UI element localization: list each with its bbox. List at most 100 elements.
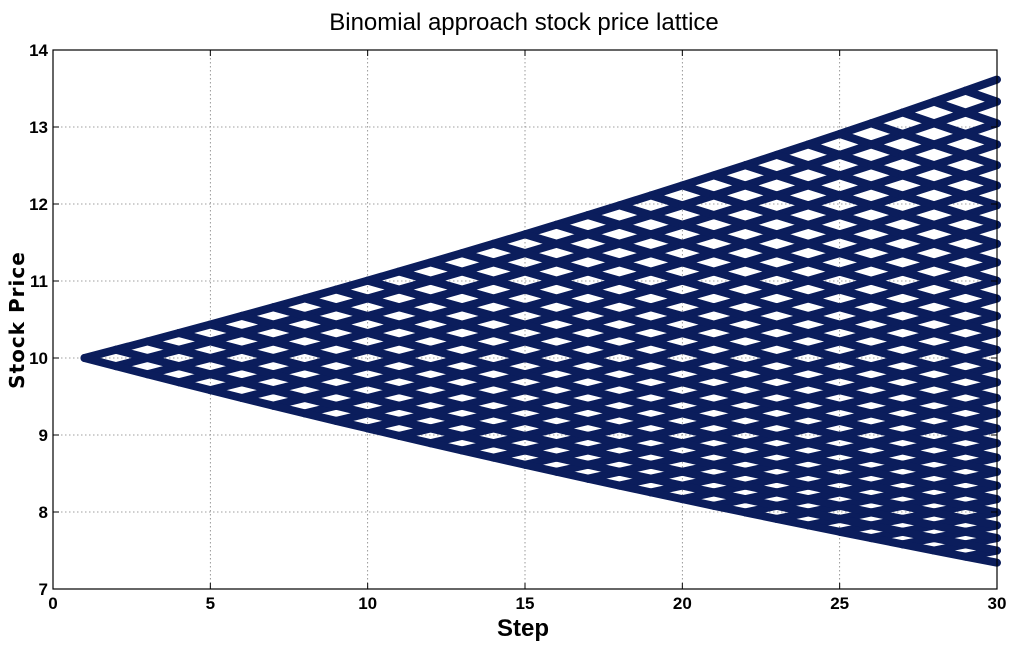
lattice-down-edge (930, 276, 970, 294)
lattice-down-edge (552, 378, 592, 395)
lattice-down-edge (458, 285, 498, 303)
lattice-down-edge (772, 171, 813, 190)
lattice-down-edge (552, 362, 592, 379)
lattice-down-edge (269, 401, 309, 418)
lattice-down-edge (300, 311, 341, 329)
lattice-down-edge (363, 362, 404, 379)
lattice-down-edge (646, 267, 687, 285)
lattice-down-edge (552, 394, 592, 410)
lattice-down-edge (741, 258, 781, 276)
lattice-down-edge (930, 201, 970, 220)
lattice-down-edge (930, 220, 970, 239)
lattice-down-edge (206, 320, 246, 338)
lattice-down-edge (709, 501, 750, 517)
lattice-down-edge (961, 417, 1001, 433)
x-tick-label: 25 (830, 594, 849, 613)
lattice-down-edge (835, 267, 876, 285)
lattice-down-edge (615, 467, 655, 483)
lattice-down-edge (741, 453, 781, 469)
lattice-down-edge (458, 320, 498, 338)
lattice-down-edge (646, 230, 687, 248)
lattice-down-edge (741, 467, 781, 483)
lattice-down-edge (521, 285, 561, 303)
lattice-down-edge (835, 129, 876, 149)
lattice-down-edge (583, 474, 624, 490)
lattice-down-edge (930, 140, 970, 159)
lattice-down-edge (835, 460, 876, 476)
axis-ticks: 0 5 10 15 20 25 30 7 8 9 10 11 12 13 14 (29, 41, 1006, 613)
lattice-down-edge (835, 514, 876, 530)
lattice-down-edge (898, 370, 939, 387)
lattice-down-edge (363, 378, 404, 395)
lattice-down-edge (930, 409, 970, 426)
lattice-lines (80, 75, 1001, 567)
lattice-down-edge (961, 386, 1001, 403)
lattice-down-edge (426, 378, 467, 395)
lattice-down-edge (772, 488, 813, 504)
lattice-down-edge (363, 393, 404, 410)
x-tick-label: 30 (988, 594, 1007, 613)
x-axis-label: Step (497, 615, 549, 642)
lattice-down-edge (363, 276, 404, 294)
lattice-down-edge (961, 337, 1001, 354)
lattice-down-edge (552, 329, 592, 346)
lattice-down-edge (804, 378, 844, 395)
lattice-down-edge (772, 386, 813, 403)
x-tick-label: 15 (516, 594, 535, 613)
lattice-down-edge (615, 311, 655, 329)
lattice-down-edge (709, 191, 750, 210)
lattice-down-edge (237, 362, 278, 379)
lattice-down-edge (930, 508, 970, 523)
lattice-down-edge (583, 303, 624, 320)
lattice-down-edge (930, 362, 970, 379)
lattice-down-edge (363, 409, 404, 425)
lattice-down-edge (583, 320, 624, 338)
lattice-down-edge (804, 181, 844, 200)
lattice-down-edge (709, 474, 750, 490)
lattice-down-edge (930, 97, 970, 117)
lattice-down-edge (678, 220, 718, 239)
lattice-down-edge (237, 393, 278, 410)
lattice-down-edge (174, 362, 215, 379)
lattice-down-edge (678, 439, 718, 455)
lattice-down-edge (237, 378, 278, 395)
lattice-down-edge (521, 460, 561, 476)
lattice-down-edge (867, 258, 907, 276)
lattice-down-edge (237, 311, 278, 329)
lattice-down-edge (835, 285, 876, 303)
lattice-down-edge (363, 294, 404, 312)
lattice-down-edge (835, 417, 876, 433)
lattice-down-edge (835, 431, 876, 448)
lattice-down-edge (646, 303, 687, 320)
lattice-down-edge (143, 354, 183, 371)
lattice-down-edge (521, 401, 561, 418)
lattice-down-edge (804, 312, 844, 329)
y-tick-label: 11 (30, 272, 48, 291)
lattice-down-edge (961, 514, 1001, 530)
lattice-down-edge (489, 329, 529, 346)
lattice-down-edge (646, 370, 687, 387)
lattice-down-edge (363, 424, 404, 440)
lattice-down-edge (835, 249, 876, 267)
lattice-down-edge (678, 378, 718, 395)
lattice-down-edge (741, 181, 781, 200)
lattice-down-edge (898, 386, 939, 403)
lattice-down-edge (678, 311, 718, 329)
lattice-down-edge (646, 191, 687, 210)
lattice-down-edge (458, 249, 498, 267)
lattice-down-edge (867, 394, 907, 410)
y-tick-label: 9 (39, 426, 48, 445)
lattice-down-edge (395, 337, 435, 354)
lattice-down-edge (930, 467, 970, 483)
lattice-down-edge (646, 337, 687, 354)
lattice-down-edge (552, 220, 592, 239)
lattice-down-edge (678, 453, 718, 469)
lattice-down-edge (804, 201, 844, 220)
lattice-down-edge (961, 320, 1001, 338)
lattice-down-edge (867, 521, 907, 536)
lattice-down-edge (332, 337, 372, 354)
lattice-down-edge (867, 294, 907, 312)
lattice-down-edge (961, 285, 1001, 303)
lattice-down-edge (930, 534, 970, 549)
lattice-down-edge (961, 488, 1001, 504)
